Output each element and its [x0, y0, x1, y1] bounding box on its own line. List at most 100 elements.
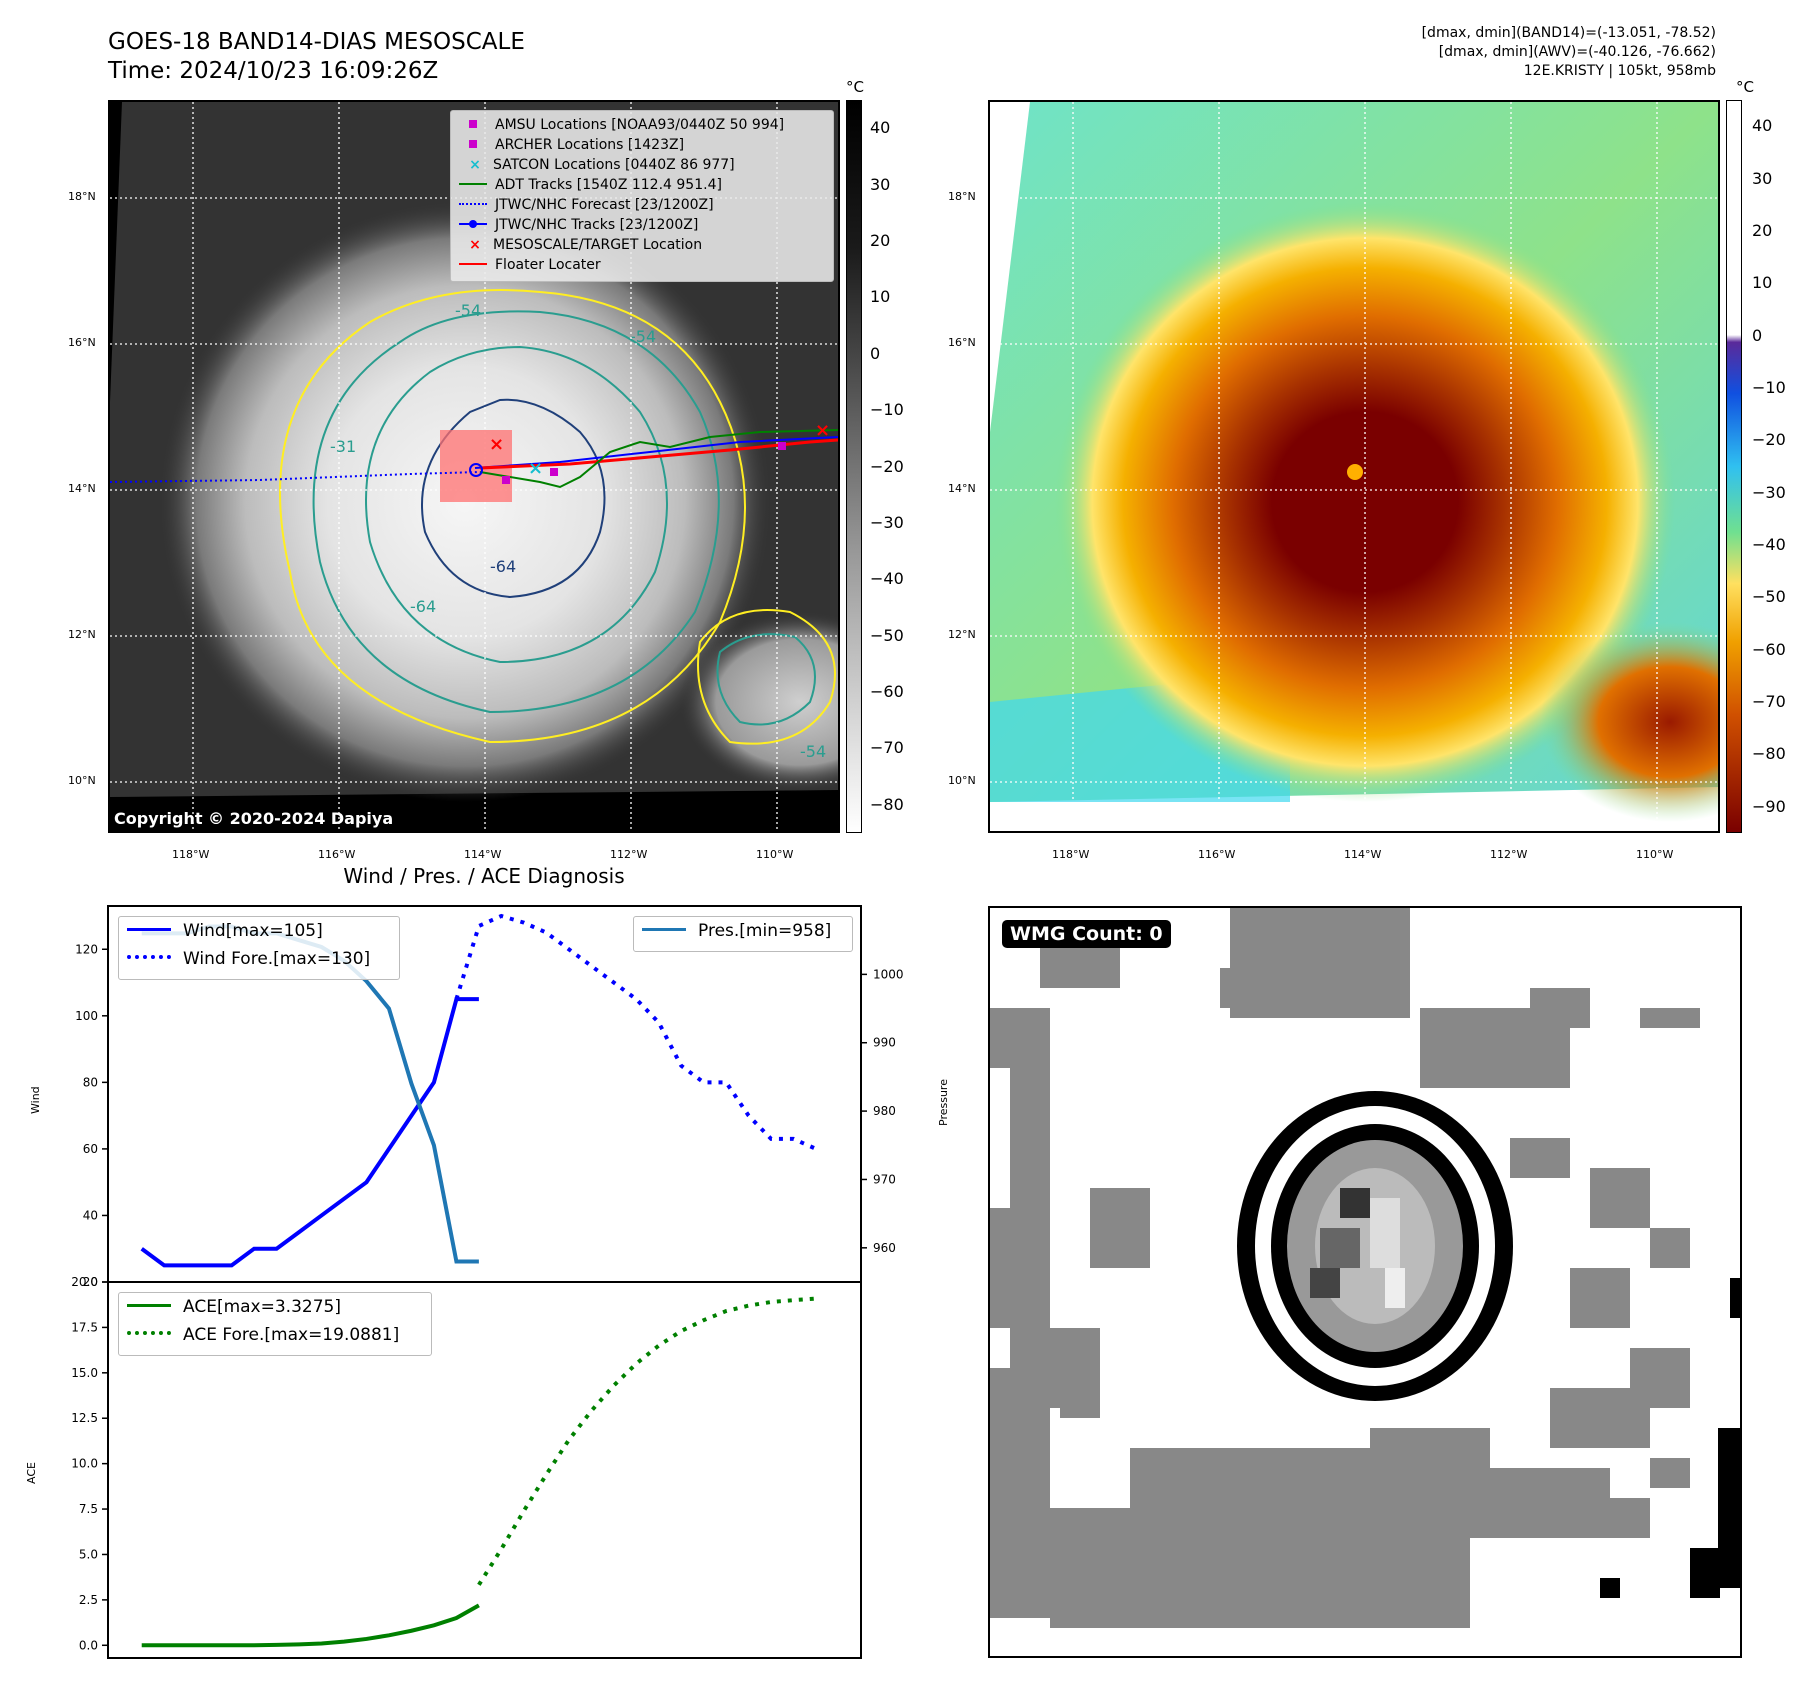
awv-map-image	[990, 102, 1718, 831]
legend-label: SATCON Locations [0440Z 86 977]	[493, 157, 735, 173]
info-line-2: [dmax, dmin](AWV)=(-40.126, -76.662)	[1438, 44, 1716, 60]
y-tick-label: 60	[83, 1142, 98, 1156]
y-tick-label: 17.5	[71, 1320, 98, 1334]
colorbar-tick-label: −10	[1752, 377, 1786, 397]
green-line-icon	[459, 183, 487, 185]
legend-item-satcon: × SATCON Locations [0440Z 86 977]	[459, 155, 735, 175]
info-line-3: 12E.KRISTY | 105kt, 958mb	[1523, 63, 1716, 79]
copyright-text: Copyright © 2020-2024 Dapiya	[114, 809, 394, 828]
svg-text:×: ×	[528, 458, 543, 479]
colorbar-tick-label: −80	[1752, 744, 1786, 764]
wmg-count-badge: WMG Count: 0	[1002, 920, 1171, 948]
y-tick-label: 7.5	[79, 1502, 98, 1516]
colorbar-tick-label: 10	[1752, 273, 1773, 293]
green-line-icon	[127, 1304, 171, 1307]
wmg-panel: WMG Count: 0	[988, 906, 1742, 1658]
legend-label: ACE[max=3.3275]	[183, 1297, 341, 1317]
blue-line-icon	[127, 928, 171, 931]
colorbar-tick-label: 0	[1752, 325, 1763, 345]
green-dotted-line-icon	[127, 1331, 171, 1335]
legend-label: Wind Fore.[max=130]	[183, 949, 371, 969]
blue-dotted-line-icon	[459, 203, 487, 205]
y-tick-label: 20.0	[71, 1275, 98, 1289]
legend-item-forecast: JTWC/NHC Forecast [23/1200Z]	[459, 195, 714, 215]
ir-colorbar-unit: °C	[846, 78, 864, 96]
colorbar-tick-label: 10	[870, 287, 891, 307]
contour-label: -54	[800, 742, 826, 761]
lat-label: 16°N	[68, 336, 96, 349]
legend-item-wind: Wind[max=105]	[127, 921, 323, 941]
magenta-square-icon	[469, 140, 477, 148]
legend-label: JTWC/NHC Forecast [23/1200Z]	[495, 197, 714, 213]
legend-item-archer: ARCHER Locations [1423Z]	[459, 135, 684, 155]
blue-dotted-line-icon	[127, 955, 171, 959]
lat-label: 12°N	[68, 628, 96, 641]
y-tick-label: 80	[83, 1075, 98, 1089]
lon-label: 114°W	[1344, 848, 1382, 861]
contour-label: -64	[410, 597, 436, 616]
lat-label: 10°N	[68, 774, 96, 787]
legend-label: Pres.[min=958]	[698, 921, 832, 941]
svg-text:×: ×	[815, 420, 830, 441]
series-line	[477, 1296, 817, 1586]
lat-label: 14°N	[948, 482, 976, 495]
cyan-x-icon: ×	[469, 157, 481, 173]
legend-label: Wind[max=105]	[183, 921, 323, 941]
lon-label: 118°W	[172, 848, 210, 861]
legend-item-adt: ADT Tracks [1540Z 112.4 951.4]	[459, 175, 722, 195]
colorbar-tick-label: −60	[1752, 639, 1786, 659]
colorbar-tick-label: −70	[1752, 692, 1786, 712]
colorbar-tick-label: −20	[1752, 430, 1786, 450]
colorbar-tick-label: 20	[1752, 220, 1773, 240]
wind-axis-label: Wind	[29, 1086, 42, 1114]
y-tick-label: 12.5	[71, 1411, 98, 1425]
colorbar-tick-label: −60	[870, 682, 904, 702]
y-right-tick-label: 980	[873, 1104, 896, 1118]
colorbar-tick-label: −70	[870, 738, 904, 758]
y-tick-label: 0.0	[79, 1638, 98, 1652]
legend-label: ARCHER Locations [1423Z]	[495, 137, 685, 153]
series-line	[454, 913, 817, 1151]
legend-label: ADT Tracks [1540Z 112.4 951.4]	[495, 177, 722, 193]
y-tick-label: 5.0	[79, 1547, 98, 1561]
legend-item-tracks: JTWC/NHC Tracks [23/1200Z]	[459, 215, 698, 235]
colorbar-tick-label: 0	[870, 343, 881, 363]
legend-label: ACE Fore.[max=19.0881]	[183, 1325, 400, 1345]
legend-label: MESOSCALE/TARGET Location	[493, 237, 703, 253]
colorbar-tick-label: 40	[1752, 116, 1773, 136]
legend-item-floater: Floater Locater	[459, 255, 601, 275]
colorbar-tick-label: −50	[1752, 587, 1786, 607]
lon-label: 112°W	[610, 848, 648, 861]
y-tick-label: 100	[75, 1009, 98, 1023]
lat-label: 10°N	[948, 774, 976, 787]
lat-label: 18°N	[68, 190, 96, 203]
legend-item-wind-fore: Wind Fore.[max=130]	[127, 949, 370, 969]
lat-label: 12°N	[948, 628, 976, 641]
ace-legend: ACE[max=3.3275] ACE Fore.[max=19.0881]	[118, 1292, 432, 1356]
colorbar-tick-label: 30	[1752, 168, 1773, 188]
lon-label: 118°W	[1052, 848, 1090, 861]
ir-colorbar	[846, 100, 862, 833]
colorbar-tick-label: −10	[870, 400, 904, 420]
awv-colorbar	[1726, 100, 1742, 833]
svg-text:×: ×	[489, 434, 504, 455]
lat-label: 14°N	[68, 482, 96, 495]
lon-label: 116°W	[1198, 848, 1236, 861]
pressure-legend: Pres.[min=958]	[633, 916, 853, 952]
colorbar-tick-label: −90	[1752, 796, 1786, 816]
colorbar-tick-label: −40	[1752, 535, 1786, 555]
colorbar-tick-label: −20	[870, 456, 904, 476]
ace-chart-frame	[107, 1281, 862, 1659]
diagnosis-title: Wind / Pres. / ACE Diagnosis	[343, 864, 625, 888]
series-line	[140, 997, 479, 1268]
y-right-tick-label: 970	[873, 1172, 896, 1186]
legend-item-amsu: AMSU Locations [NOAA93/0440Z 50 994]	[459, 115, 784, 135]
legend-item-ace: ACE[max=3.3275]	[127, 1297, 341, 1317]
lon-label: 110°W	[1636, 848, 1674, 861]
colorbar-tick-label: −40	[870, 569, 904, 589]
info-line-1: [dmax, dmin](BAND14)=(-13.051, -78.52)	[1421, 25, 1716, 41]
y-right-tick-label: 960	[873, 1241, 896, 1255]
wind-legend: Wind[max=105] Wind Fore.[max=130]	[118, 916, 400, 980]
y-tick-label: 20	[83, 1275, 98, 1289]
